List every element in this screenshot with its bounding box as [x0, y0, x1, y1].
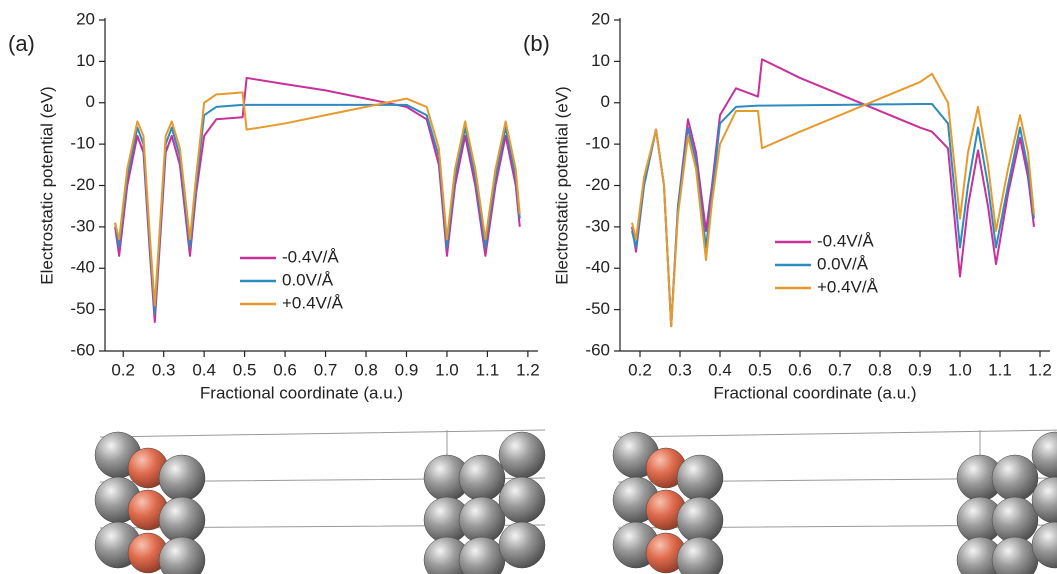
y-tick-label: 20 — [76, 9, 95, 28]
legend-label: +0.4V/Å — [282, 293, 344, 312]
panel-label: (b) — [523, 31, 550, 56]
y-tick-label: -60 — [585, 340, 610, 359]
x-tick-label: 0.5 — [748, 360, 772, 379]
atom — [499, 522, 545, 568]
y-tick-label: -60 — [70, 340, 95, 359]
atom — [159, 537, 205, 574]
x-tick-label: 1.1 — [476, 360, 500, 379]
chart: (a) -60 -50 -40 -30 -20 -10 0 10 20 0.2 0.3 0.4 0.5 0.… — [8, 9, 540, 402]
atom — [677, 537, 723, 574]
atom — [499, 432, 545, 478]
chart: (b) -60 -50 -40 -30 -20 -10 0 10 20 0.2 0.3 0.4 0.5 0.… — [523, 9, 1052, 402]
x-tick-label: 1.0 — [948, 360, 972, 379]
x-axis-label: Fractional coordinate (a.u.) — [200, 383, 403, 402]
x-tick-label: 0.4 — [192, 360, 216, 379]
legend-label: +0.4V/Å — [817, 277, 879, 296]
y-tick-label: 0 — [86, 92, 95, 111]
y-tick-label: 10 — [591, 51, 610, 70]
legend-label: 0.0V/Å — [817, 254, 869, 273]
structure — [95, 430, 545, 574]
atom — [677, 497, 723, 543]
x-tick-label: 0.4 — [708, 360, 732, 379]
figure: (a) -60 -50 -40 -30 -20 -10 0 10 20 0.2 0.3 0.4 0.5 0.… — [0, 0, 1057, 574]
atom — [992, 455, 1038, 501]
legend-label: 0.0V/Å — [282, 270, 334, 289]
y-tick-label: -40 — [70, 258, 95, 277]
y-axis-label: Electrostatic potential (eV) — [552, 86, 571, 284]
x-tick-label: 0.3 — [668, 360, 692, 379]
structure — [613, 430, 1057, 574]
x-tick-label: 0.9 — [395, 360, 419, 379]
x-tick-label: 0.8 — [868, 360, 892, 379]
atom — [459, 497, 505, 543]
x-tick-label: 0.7 — [828, 360, 852, 379]
atom — [677, 455, 723, 501]
y-tick-label: -50 — [70, 299, 95, 318]
x-tick-label: 1.2 — [516, 360, 540, 379]
legend-label: -0.4V/Å — [282, 247, 339, 266]
y-tick-label: -30 — [585, 216, 610, 235]
atomic-structures — [95, 430, 1057, 574]
x-tick-label: 1.1 — [988, 360, 1012, 379]
atom — [992, 537, 1038, 574]
atom — [459, 537, 505, 574]
x-tick-label: 0.7 — [314, 360, 338, 379]
x-tick-label: 1.0 — [435, 360, 459, 379]
atom — [499, 477, 545, 523]
y-tick-label: -50 — [585, 299, 610, 318]
y-tick-label: 0 — [601, 92, 610, 111]
y-tick-label: -10 — [70, 134, 95, 153]
x-tick-label: 0.2 — [111, 360, 135, 379]
x-tick-label: 0.6 — [273, 360, 297, 379]
y-tick-label: -10 — [585, 134, 610, 153]
atom — [159, 455, 205, 501]
atom — [159, 497, 205, 543]
atom — [459, 455, 505, 501]
x-tick-label: 0.2 — [628, 360, 652, 379]
x-tick-label: 0.5 — [233, 360, 257, 379]
x-tick-label: 0.9 — [908, 360, 932, 379]
y-tick-label: -30 — [70, 216, 95, 235]
y-tick-label: -40 — [585, 258, 610, 277]
y-tick-label: 20 — [591, 9, 610, 28]
atom — [992, 497, 1038, 543]
y-axis-label: Electrostatic potential (eV) — [37, 86, 56, 284]
y-tick-label: -20 — [70, 175, 95, 194]
x-tick-label: 1.2 — [1028, 360, 1052, 379]
panel-label: (a) — [8, 31, 35, 56]
x-tick-label: 0.8 — [354, 360, 378, 379]
x-tick-label: 0.3 — [152, 360, 176, 379]
x-tick-label: 0.6 — [788, 360, 812, 379]
legend-label: -0.4V/Å — [817, 231, 874, 250]
x-axis-label: Fractional coordinate (a.u.) — [713, 383, 916, 402]
y-tick-label: -20 — [585, 175, 610, 194]
y-tick-label: 10 — [76, 51, 95, 70]
